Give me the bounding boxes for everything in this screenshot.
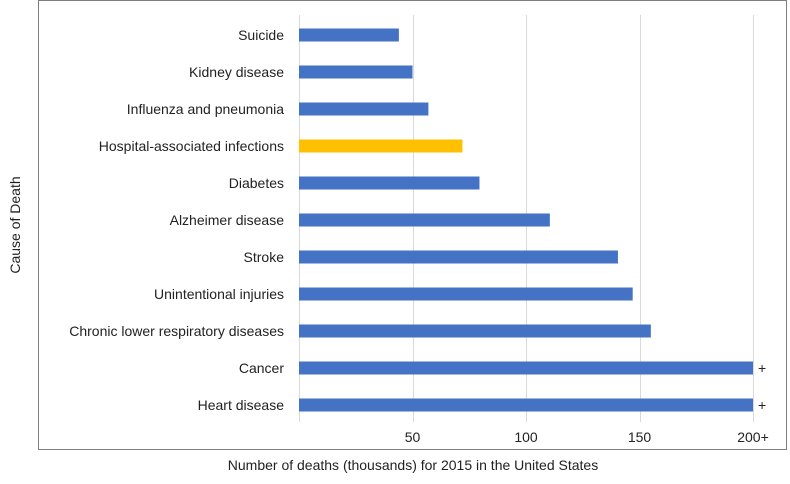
- category-label: Alzheimer disease: [170, 212, 285, 228]
- bar: [299, 213, 550, 227]
- data-label: +: [758, 360, 766, 376]
- x-tick-label: 50: [405, 429, 421, 445]
- data-label: +: [758, 397, 766, 413]
- category-label: Chronic lower respiratory diseases: [69, 323, 284, 339]
- data-labels: ++: [758, 360, 766, 413]
- category-label: Kidney disease: [189, 64, 284, 80]
- bars: [299, 28, 753, 412]
- category-label: Diabetes: [229, 175, 284, 191]
- category-label: Suicide: [238, 27, 284, 43]
- x-tick-label: 100: [514, 429, 538, 445]
- bar: [299, 28, 399, 42]
- bar: [299, 176, 480, 190]
- category-label: Unintentional injuries: [154, 286, 284, 302]
- category-label: Cancer: [239, 360, 284, 376]
- category-label: Hospital-associated infections: [99, 138, 284, 154]
- bar: [299, 287, 633, 301]
- category-labels: Suicide Kidney disease Influenza and pneum…: [69, 27, 284, 413]
- bar: [299, 250, 618, 264]
- x-tick-labels: 50 100 150 200+: [405, 429, 769, 445]
- x-axis-title: Number of deaths (thousands) for 2015 in…: [228, 457, 598, 473]
- bar: [299, 398, 753, 412]
- category-label: Stroke: [244, 249, 285, 265]
- category-label: Influenza and pneumonia: [127, 101, 284, 117]
- bar: [299, 324, 651, 338]
- y-axis-title: Cause of Death: [7, 176, 23, 273]
- category-label: Heart disease: [198, 397, 285, 413]
- x-tick-label: 150: [628, 429, 652, 445]
- x-tick-label: 200+: [737, 429, 769, 445]
- bar: [299, 102, 429, 116]
- bar: [299, 65, 413, 79]
- bar: [299, 139, 463, 153]
- bar: [299, 361, 753, 375]
